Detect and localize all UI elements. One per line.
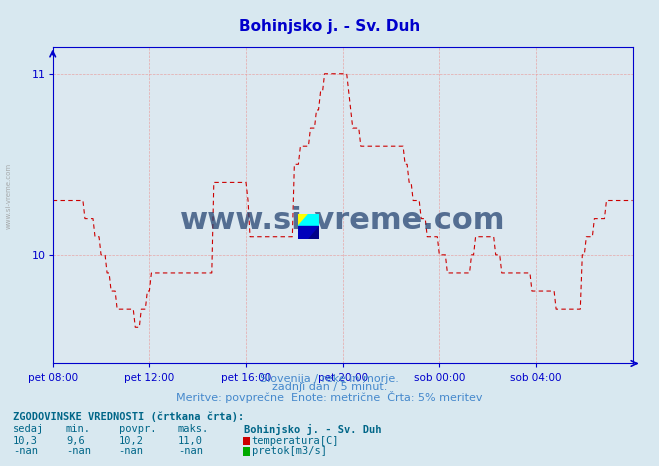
Text: Meritve: povprečne  Enote: metrične  Črta: 5% meritev: Meritve: povprečne Enote: metrične Črta:… xyxy=(176,391,483,403)
Text: 11,0: 11,0 xyxy=(178,436,203,445)
Polygon shape xyxy=(298,226,319,239)
Text: Bohinjsko j. - Sv. Duh: Bohinjsko j. - Sv. Duh xyxy=(244,424,382,435)
Text: -nan: -nan xyxy=(13,446,38,456)
Polygon shape xyxy=(308,226,319,239)
Text: maks.: maks. xyxy=(178,424,209,434)
Text: Slovenija / reke in morje.: Slovenija / reke in morje. xyxy=(260,374,399,384)
Text: -nan: -nan xyxy=(119,446,144,456)
Text: www.si-vreme.com: www.si-vreme.com xyxy=(180,206,505,235)
Text: zadnji dan / 5 minut.: zadnji dan / 5 minut. xyxy=(272,382,387,392)
Text: min.: min. xyxy=(66,424,91,434)
Text: -nan: -nan xyxy=(178,446,203,456)
Polygon shape xyxy=(298,214,319,226)
Text: 10,3: 10,3 xyxy=(13,436,38,445)
Text: 9,6: 9,6 xyxy=(66,436,84,445)
Text: 10,2: 10,2 xyxy=(119,436,144,445)
Text: temperatura[C]: temperatura[C] xyxy=(252,436,339,445)
Text: sedaj: sedaj xyxy=(13,424,44,434)
Text: povpr.: povpr. xyxy=(119,424,156,434)
Text: pretok[m3/s]: pretok[m3/s] xyxy=(252,446,327,456)
Polygon shape xyxy=(298,214,308,226)
Text: Bohinjsko j. - Sv. Duh: Bohinjsko j. - Sv. Duh xyxy=(239,19,420,34)
Text: www.si-vreme.com: www.si-vreme.com xyxy=(5,163,12,229)
Text: -nan: -nan xyxy=(66,446,91,456)
Text: ZGODOVINSKE VREDNOSTI (črtkana črta):: ZGODOVINSKE VREDNOSTI (črtkana črta): xyxy=(13,411,244,422)
